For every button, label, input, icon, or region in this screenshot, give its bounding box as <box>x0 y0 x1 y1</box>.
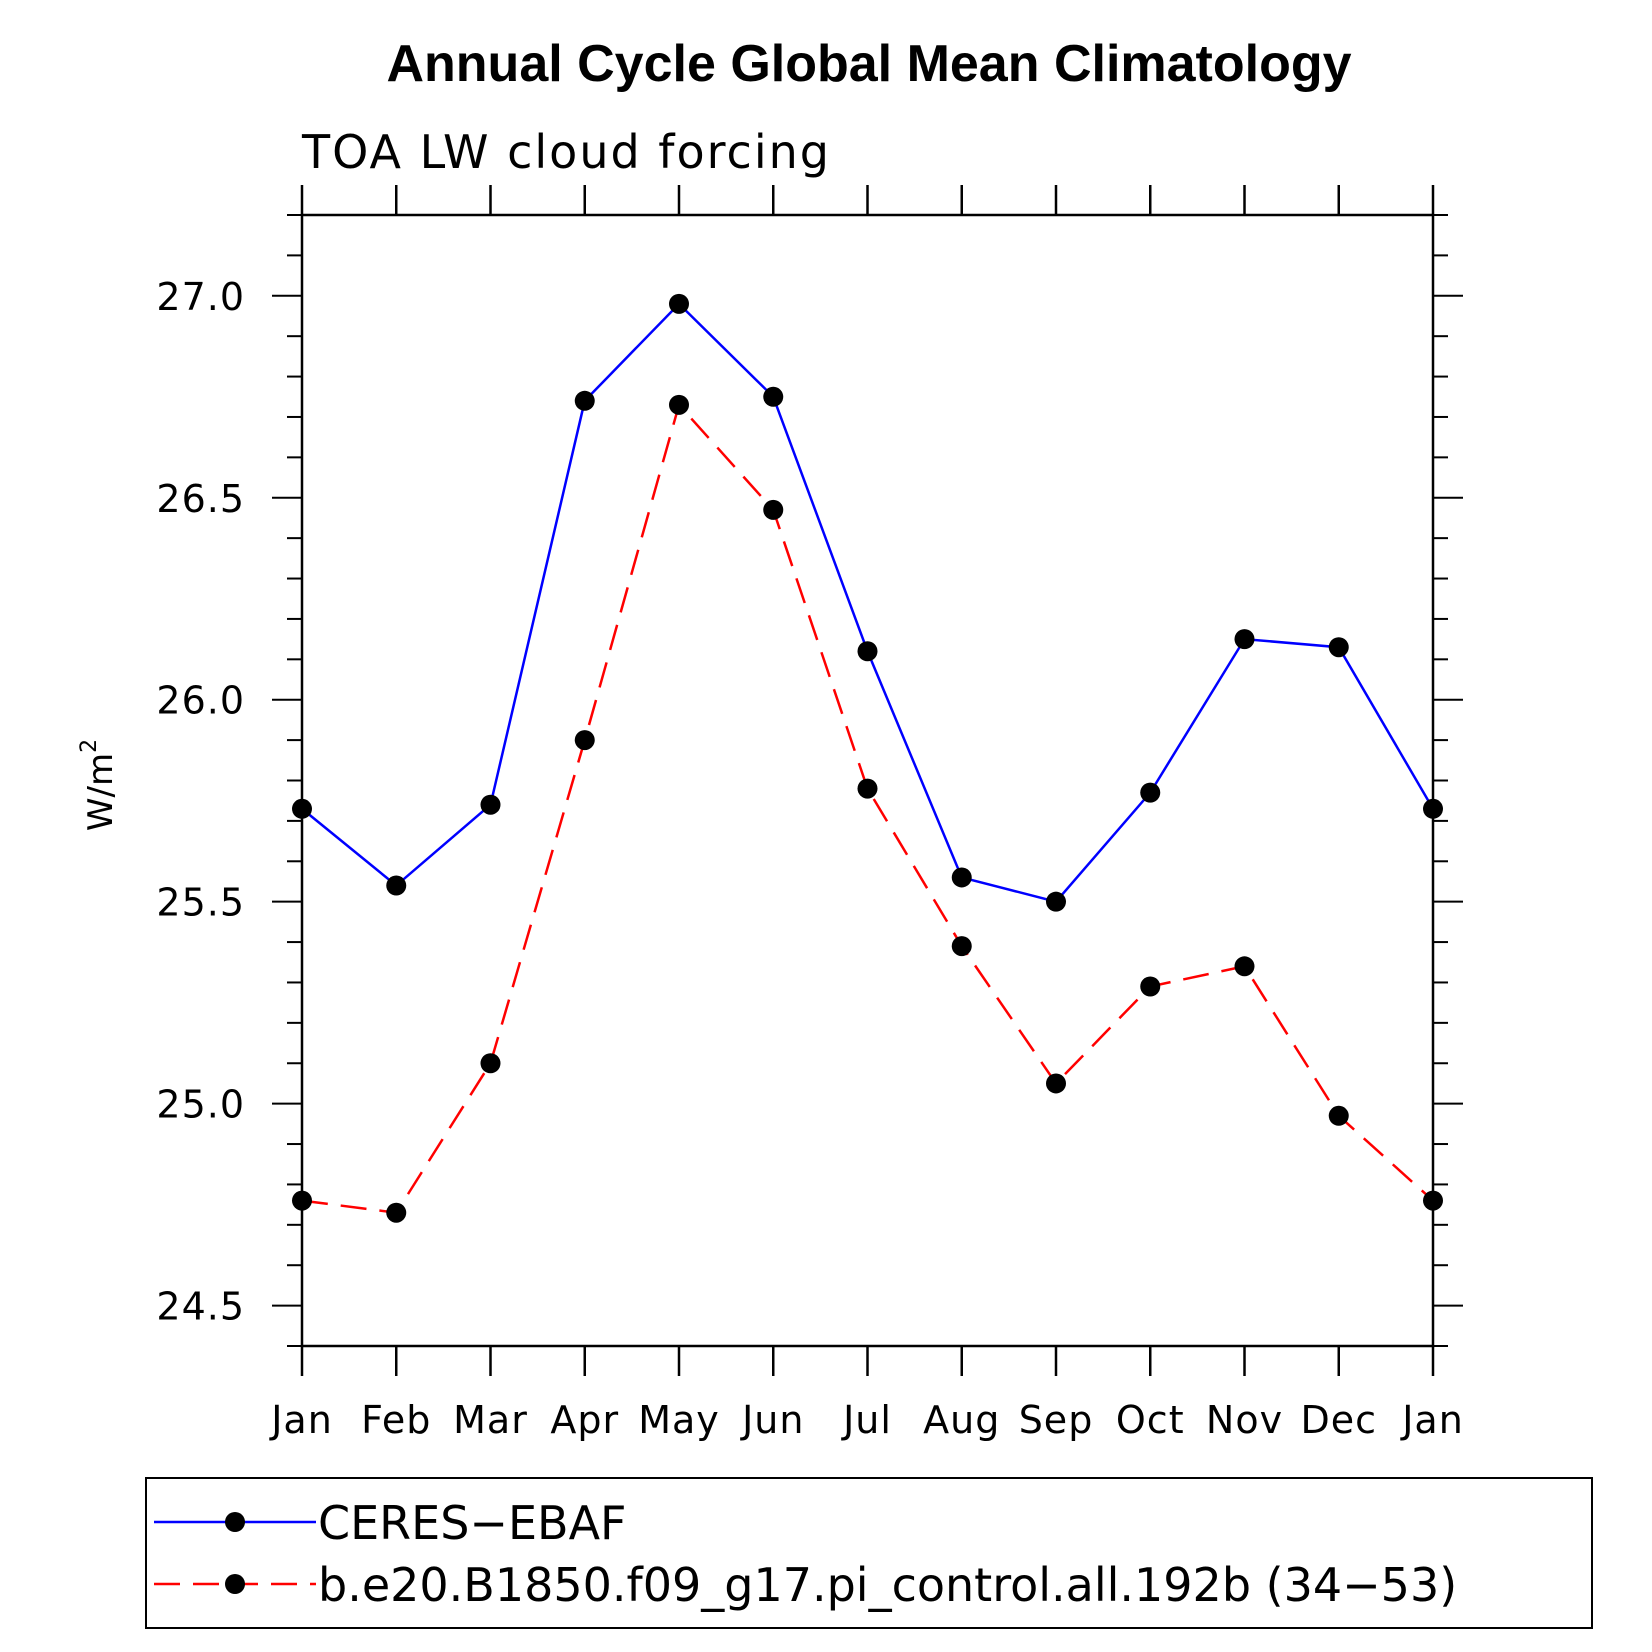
data-point-series-1 <box>1328 637 1349 658</box>
data-point-series-1 <box>1423 798 1443 819</box>
x-tick-label: Jan <box>269 1398 333 1442</box>
y-tick-label: 26.0 <box>156 679 245 723</box>
y-tick-label: 27.0 <box>156 275 245 319</box>
x-tick-label: Dec <box>1300 1398 1377 1442</box>
y-tick-label: 24.5 <box>156 1285 245 1329</box>
data-point-series-2 <box>857 778 878 799</box>
data-point-series-1 <box>951 867 972 888</box>
data-point-series-2 <box>763 499 784 520</box>
data-point-series-1 <box>1046 891 1066 912</box>
chart-subtitle: TOA LW cloud forcing <box>301 125 831 179</box>
x-tick-label: Jun <box>740 1398 804 1442</box>
legend: CERES−EBAF b.e20.B1850.f09_g17.pi_control… <box>145 1477 1593 1629</box>
plot-axes: Jan Feb Mar Apr May Jun Jul Aug Sep Oct Nov Dec Jan 2… <box>156 185 1463 1442</box>
data-point-series-1 <box>574 390 595 411</box>
x-tick-label: Nov <box>1206 1398 1283 1442</box>
x-tick-label: Mar <box>453 1398 528 1442</box>
y-tick-label: 25.5 <box>156 881 245 925</box>
data-point-series-2 <box>1328 1105 1349 1126</box>
legend-label-2: b.e20.B1850.f09_g17.pi_control.all.192b … <box>318 1558 1457 1612</box>
y-tick-label: 26.5 <box>156 477 245 521</box>
data-point-series-2 <box>951 936 972 957</box>
data-point-series-2 <box>386 1202 407 1223</box>
data-point-series-2 <box>1234 956 1255 977</box>
data-point-series-2 <box>480 1053 501 1074</box>
legend-box <box>145 1477 1593 1629</box>
series-line-2 <box>301 402 1434 1215</box>
legend-marker-2 <box>225 1574 245 1594</box>
data-point-series-1 <box>1234 629 1255 650</box>
data-point-series-1 <box>480 794 501 815</box>
data-point-series-2 <box>1140 976 1161 997</box>
data-point-series-1 <box>763 386 784 407</box>
x-tick-label: May <box>638 1398 720 1442</box>
data-point-series-1 <box>669 293 689 314</box>
x-tick-label: Sep <box>1019 1398 1094 1442</box>
chart-title: Annual Cycle Global Mean Climatology <box>386 35 1351 93</box>
y-tick-label: 25.0 <box>156 1083 245 1127</box>
legend-marker-1 <box>225 1512 245 1532</box>
series-line-1 <box>301 302 1435 904</box>
data-point-series-2 <box>1046 1073 1066 1094</box>
data-point-series-2 <box>669 394 689 415</box>
x-tick-label: Feb <box>361 1398 431 1442</box>
data-point-series-1 <box>857 641 878 662</box>
x-tick-label: Aug <box>923 1398 1000 1442</box>
series-lines <box>301 302 1435 1215</box>
x-tick-label: Apr <box>550 1398 619 1442</box>
x-tick-label: Jan <box>1400 1398 1464 1442</box>
series-markers <box>292 293 1443 1223</box>
y-axis-label-unit: W/m <box>81 753 121 831</box>
legend-label-1: CERES−EBAF <box>318 1496 627 1550</box>
data-point-series-2 <box>574 730 595 751</box>
data-point-series-1 <box>1140 782 1161 803</box>
data-point-series-1 <box>386 875 407 896</box>
x-tick-label: Oct <box>1116 1398 1185 1442</box>
data-point-series-1 <box>292 798 312 819</box>
x-tick-label: Jul <box>841 1398 892 1442</box>
y-axis-label: W/m2 <box>77 739 121 831</box>
data-point-series-2 <box>292 1190 312 1211</box>
y-axis-label-superscript: 2 <box>77 739 102 753</box>
data-point-series-2 <box>1423 1190 1443 1211</box>
